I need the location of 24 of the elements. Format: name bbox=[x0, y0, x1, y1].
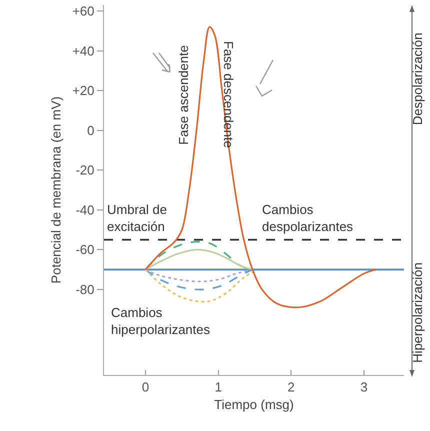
y-tick-label: +20 bbox=[72, 83, 94, 98]
x-tick-label: 2 bbox=[288, 380, 295, 395]
y-tick-label: -20 bbox=[76, 162, 94, 178]
x-tick-label: 3 bbox=[360, 380, 368, 395]
annotation: Fase descendente bbox=[221, 41, 236, 148]
line-series bbox=[144, 268, 254, 282]
annotation: Cambios hiperpolarizantes bbox=[111, 305, 211, 337]
x-tick-label: 0 bbox=[142, 380, 150, 395]
y-tick-label: -60 bbox=[76, 242, 94, 258]
line-series bbox=[144, 268, 254, 290]
y-tick-label: 0 bbox=[87, 122, 94, 138]
annotation: Umbral de excitación bbox=[107, 202, 167, 234]
annotation: Cambios despolarizantes bbox=[262, 202, 354, 234]
annotation: Fase ascendente bbox=[176, 45, 191, 145]
text: Despolarización bbox=[410, 32, 425, 126]
y-tick-label: -40 bbox=[76, 202, 94, 218]
x-tick-label: 1 bbox=[214, 380, 222, 395]
text: Hiperpolarización bbox=[410, 262, 426, 363]
y-tick-label: +60 bbox=[72, 4, 94, 19]
line-series bbox=[144, 248, 254, 270]
y-axis-title: Potencial de membrana (en mV) bbox=[48, 96, 64, 284]
x-axis-title: Tiempo (msg) bbox=[214, 397, 294, 412]
y-tick-label: -80 bbox=[76, 282, 94, 298]
y-tick-label: +40 bbox=[72, 43, 94, 58]
